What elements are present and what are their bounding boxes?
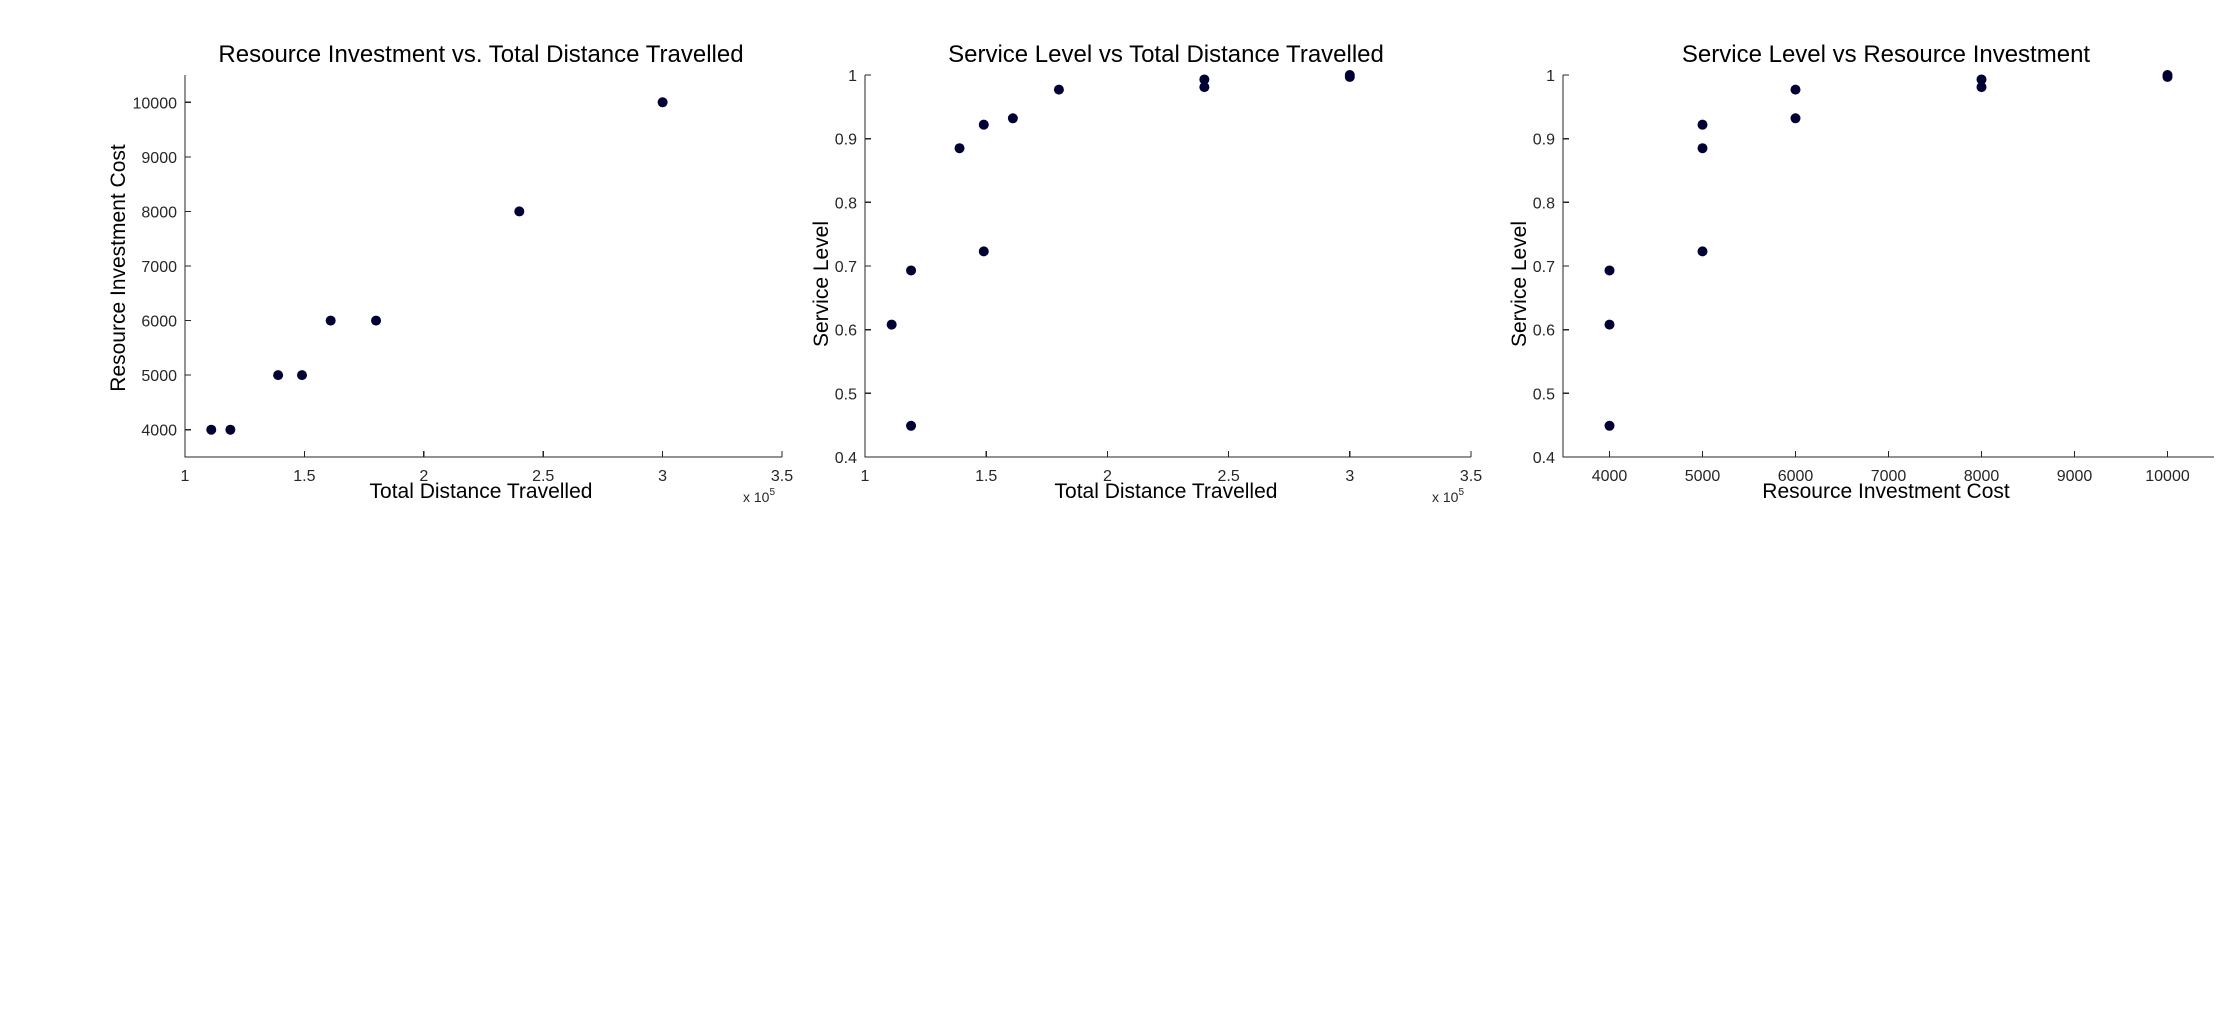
x-tick-label: 3.5: [771, 468, 793, 485]
data-point: [1976, 74, 1987, 85]
y-tick-label: 0.6: [835, 323, 857, 340]
chart-title: Service Level vs Total Distance Travelle…: [948, 41, 1384, 68]
y-axis-label: Service Level: [1508, 221, 1531, 347]
data-point: [1976, 82, 1987, 93]
data-point: [2162, 70, 2173, 80]
data-points: [886, 70, 1355, 431]
data-point: [273, 370, 284, 381]
chart-service-vs-resource: Service Level vs Resource Investment 400…: [1508, 41, 2214, 503]
chart-service-vs-distance: Service Level vs Total Distance Travelle…: [810, 41, 1482, 505]
chart-title: Resource Investment vs. Total Distance T…: [218, 41, 743, 68]
data-point: [325, 315, 336, 326]
data-point: [225, 424, 236, 435]
data-point: [657, 97, 668, 108]
x-tick-label: 5000: [1685, 468, 1721, 485]
x-axis-exponent-base: x 10: [1432, 489, 1459, 505]
x-axis-label: Total Distance Travelled: [370, 480, 593, 503]
data-point: [1790, 113, 1801, 124]
data-points: [206, 97, 668, 435]
x-tick-label: 6000: [1778, 468, 1814, 485]
y-tick-label: 5000: [141, 368, 177, 385]
x-axis-exponent: x 105: [743, 487, 775, 505]
data-point: [1199, 74, 1210, 85]
x-tick-label: 3: [1345, 468, 1354, 485]
data-point: [206, 424, 217, 435]
x-tick-label: 9000: [2057, 468, 2093, 485]
x-tick-label: 8000: [1964, 468, 2000, 485]
y-tick-label: 0.8: [1533, 195, 1555, 212]
x-axis-exponent-power: 5: [769, 487, 775, 498]
y-tick-label: 0.4: [835, 450, 857, 467]
y-tick-label: 0.6: [1533, 323, 1555, 340]
y-tick-label: 0.7: [1533, 259, 1555, 276]
data-point: [906, 420, 917, 431]
data-point: [1053, 84, 1064, 95]
y-axis-label: Resource Investment Cost: [107, 144, 130, 392]
y-tick-label: 10000: [133, 95, 178, 112]
y-ticks: 0.4 0.5 0.6 0.7 0.8 0.9 1: [835, 68, 871, 467]
x-axis-label: Resource Investment Cost: [1762, 480, 2010, 503]
x-ticks: 1 1.5 2 2.5 3 3.5: [861, 451, 1482, 485]
data-point: [1790, 84, 1801, 95]
x-tick-label: 7000: [1871, 468, 1907, 485]
data-point: [1199, 82, 1210, 93]
data-point: [1697, 246, 1708, 257]
y-tick-label: 7000: [141, 259, 177, 276]
data-point: [1604, 420, 1615, 431]
y-tick-label: 4000: [141, 423, 177, 440]
x-ticks: 4000 5000 6000 7000 8000 9000 10000: [1592, 451, 2190, 485]
data-point: [297, 370, 308, 381]
x-tick-label: 1.5: [293, 468, 315, 485]
data-point: [371, 315, 382, 326]
data-point: [1697, 119, 1708, 130]
data-points: [1604, 70, 2173, 431]
x-tick-label: 1.5: [975, 468, 997, 485]
x-axis-exponent: x 105: [1432, 487, 1464, 505]
data-point: [1344, 70, 1355, 80]
y-tick-label: 9000: [141, 150, 177, 167]
y-tick-label: 1: [848, 68, 857, 85]
x-tick-label: 2: [1103, 468, 1112, 485]
y-tick-label: 0.7: [835, 259, 857, 276]
data-point: [954, 143, 965, 154]
x-axis-exponent-base: x 10: [743, 489, 770, 505]
chart-resource-vs-distance: Resource Investment vs. Total Distance T…: [107, 41, 793, 505]
data-point: [978, 246, 989, 257]
y-tick-label: 1: [1546, 68, 1555, 85]
data-point: [1604, 265, 1615, 276]
x-tick-label: 2: [419, 468, 428, 485]
y-tick-label: 6000: [141, 314, 177, 331]
y-tick-label: 0.4: [1533, 450, 1555, 467]
y-tick-label: 0.9: [835, 132, 857, 149]
data-point: [1604, 319, 1615, 330]
data-point: [906, 265, 917, 276]
y-ticks: 4000 5000 6000 7000 8000 9000 10000: [133, 95, 191, 440]
data-point: [978, 119, 989, 130]
x-tick-label: 2.5: [1217, 468, 1239, 485]
y-tick-label: 0.9: [1533, 132, 1555, 149]
y-ticks: 0.4 0.5 0.6 0.7 0.8 0.9 1: [1533, 68, 1569, 467]
x-tick-label: 3.5: [1460, 468, 1482, 485]
x-tick-label: 2.5: [532, 468, 554, 485]
chart-title: Service Level vs Resource Investment: [1682, 41, 2091, 68]
y-tick-label: 8000: [141, 204, 177, 221]
y-tick-label: 0.5: [835, 386, 857, 403]
y-tick-label: 0.8: [835, 195, 857, 212]
x-tick-label: 4000: [1592, 468, 1628, 485]
x-tick-label: 1: [181, 468, 190, 485]
y-tick-label: 0.5: [1533, 386, 1555, 403]
x-tick-label: 10000: [2145, 468, 2190, 485]
data-point: [1697, 143, 1708, 154]
data-point: [886, 319, 897, 330]
data-point: [514, 206, 525, 217]
x-axis-exponent-power: 5: [1458, 487, 1464, 498]
x-tick-label: 3: [658, 468, 667, 485]
x-axis-label: Total Distance Travelled: [1055, 480, 1278, 503]
data-point: [1007, 113, 1018, 124]
x-tick-label: 1: [861, 468, 870, 485]
x-ticks: 1 1.5 2 2.5 3 3.5: [181, 451, 793, 485]
y-axis-label: Service Level: [810, 221, 833, 347]
